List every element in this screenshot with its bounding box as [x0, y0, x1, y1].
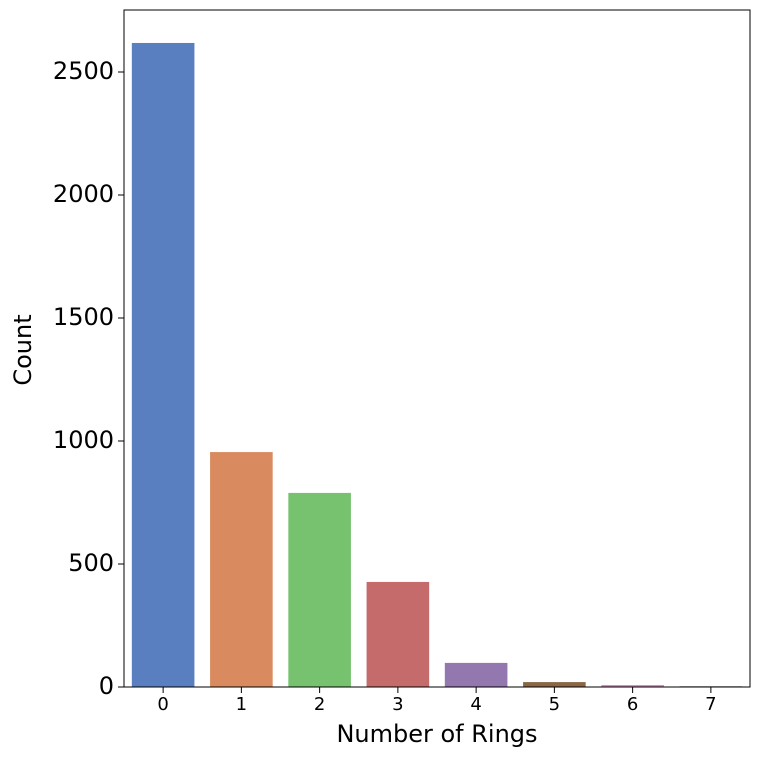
- x-axis-label: Number of Rings: [336, 720, 537, 748]
- bar: [288, 492, 351, 687]
- x-tick-label: 4: [470, 694, 481, 715]
- plot-frame: [123, 9, 751, 688]
- bar: [444, 662, 508, 687]
- y-axis-label: Count: [9, 314, 37, 385]
- y-tick-label: 1500: [53, 303, 114, 331]
- x-tick-label: 1: [236, 694, 247, 715]
- bar: [523, 682, 586, 687]
- x-tick-label: 6: [627, 694, 638, 715]
- y-tick-label: 0: [99, 672, 114, 700]
- bar: [210, 452, 273, 687]
- x-tick-label: 7: [705, 694, 716, 715]
- bar: [366, 581, 430, 687]
- x-tick-label: 3: [392, 694, 403, 715]
- x-tick-label: 0: [157, 694, 168, 715]
- x-tick-label: 5: [549, 694, 560, 715]
- y-tick-label: 500: [68, 549, 114, 577]
- bar: [601, 685, 664, 687]
- y-tick-label: 2500: [53, 57, 114, 85]
- bar: [131, 42, 195, 687]
- y-tick-label: 2000: [53, 180, 114, 208]
- x-tick-label: 2: [314, 694, 325, 715]
- y-tick-label: 1000: [53, 426, 114, 454]
